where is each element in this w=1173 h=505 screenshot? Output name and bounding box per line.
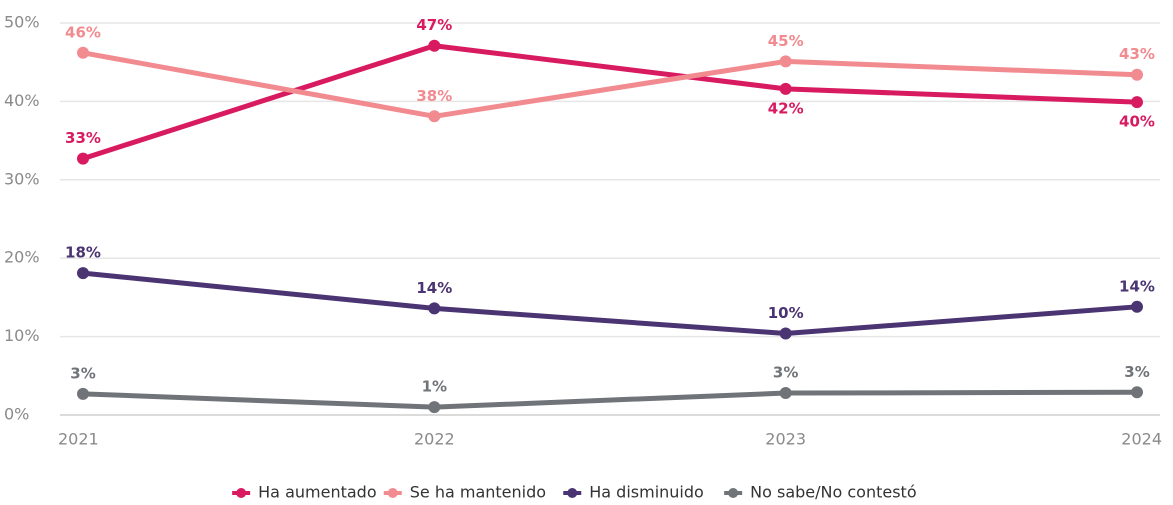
data-point <box>77 152 89 165</box>
legend-swatch-dot <box>387 488 398 498</box>
data-point <box>1131 96 1143 109</box>
data-point <box>779 387 792 400</box>
data-label: 18% <box>65 244 101 262</box>
legend-label: Ha aumentado <box>258 483 376 502</box>
legend-label: No sabe/No contestó <box>750 483 916 502</box>
y-tick-label: 0% <box>4 405 29 424</box>
data-label: 43% <box>1119 45 1155 63</box>
data-point <box>428 39 441 52</box>
legend-label: Ha disminuido <box>589 483 704 502</box>
series-line <box>82 270 1138 336</box>
data-label: 33% <box>65 129 101 147</box>
y-tick-label: 40% <box>4 91 40 110</box>
data-label: 3% <box>1124 363 1149 381</box>
data-point <box>428 401 441 414</box>
data-label: 47% <box>416 16 452 34</box>
data-point <box>779 55 792 68</box>
x-tick-label: 2023 <box>765 430 806 449</box>
data-point <box>1131 300 1143 313</box>
series-line <box>82 389 1138 410</box>
data-label: 1% <box>422 378 447 396</box>
data-point <box>779 327 792 340</box>
data-label: 3% <box>773 364 798 382</box>
data-label: 14% <box>416 279 452 297</box>
data-label: 38% <box>416 87 452 105</box>
legend-swatch-dot <box>567 488 578 498</box>
y-tick-label: 10% <box>4 326 40 345</box>
data-point <box>779 82 792 95</box>
data-point <box>77 46 89 59</box>
data-point <box>1131 386 1143 399</box>
legend: Ha aumentado Se ha mantenido Ha disminuido… <box>232 483 917 502</box>
legend-label: Se ha mantenido <box>410 483 546 502</box>
y-tick-label: 20% <box>4 248 40 267</box>
data-point <box>77 267 89 280</box>
x-tick-label: 2024 <box>1121 430 1162 449</box>
x-tick-label: 2022 <box>414 430 455 449</box>
series-line <box>82 50 1138 119</box>
x-tick-label: 2021 <box>58 430 99 449</box>
data-label: 40% <box>1119 113 1155 131</box>
data-label: 42% <box>768 99 804 117</box>
data-label: 46% <box>65 23 101 41</box>
legend-swatch-dot <box>236 488 247 498</box>
data-label: 14% <box>1119 277 1155 295</box>
data-label: 10% <box>768 304 804 322</box>
series-line <box>82 43 1138 162</box>
data-point <box>1131 68 1143 81</box>
data-point <box>428 110 441 123</box>
data-label: 3% <box>70 364 95 382</box>
data-label: 45% <box>768 32 804 50</box>
data-point <box>428 302 441 315</box>
y-tick-label: 50% <box>4 13 40 32</box>
y-tick-label: 30% <box>4 169 40 188</box>
legend-swatch-dot <box>728 488 739 498</box>
data-point <box>77 387 89 400</box>
